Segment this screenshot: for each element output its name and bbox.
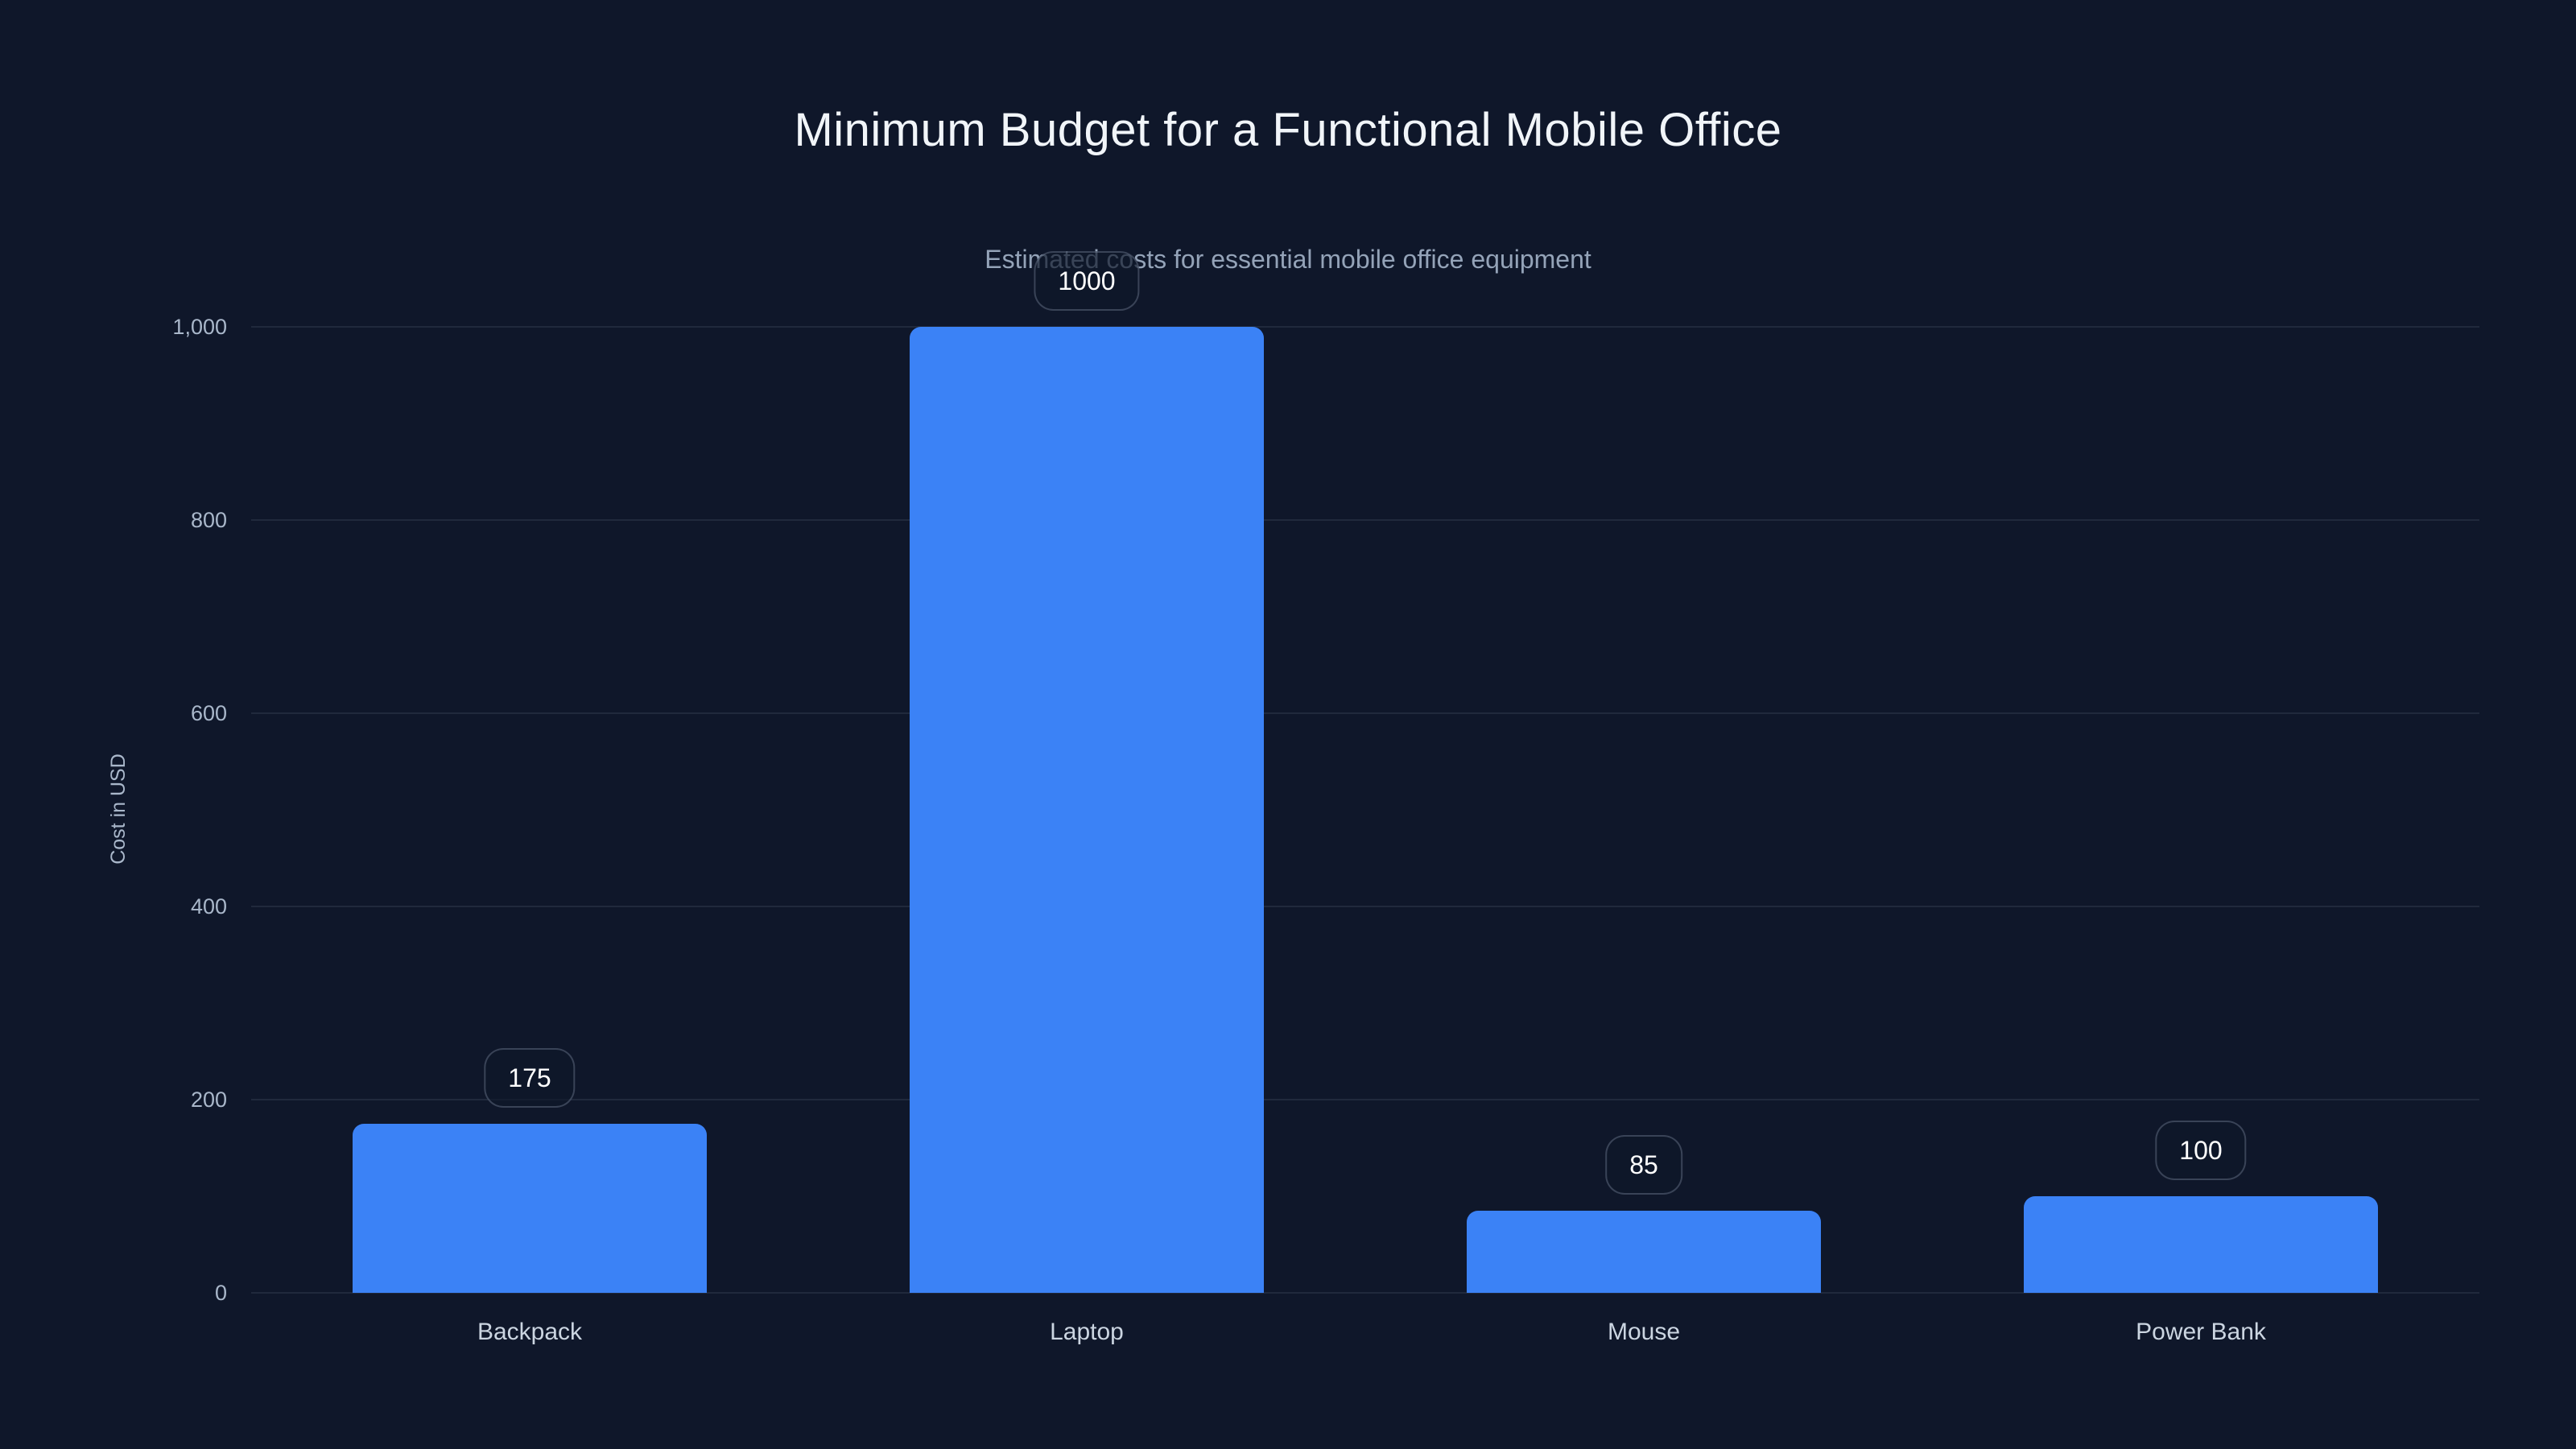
- value-label-mouse: 85: [1605, 1135, 1682, 1195]
- category-label-backpack: Backpack: [477, 1319, 583, 1345]
- gridline-400: [251, 906, 2479, 907]
- y-tick-label-600: 600: [190, 701, 227, 725]
- value-label-power-bank: 100: [2155, 1121, 2247, 1180]
- category-label-laptop: Laptop: [1050, 1319, 1124, 1345]
- gridline-800: [251, 519, 2479, 521]
- gridline-600: [251, 712, 2479, 714]
- bar-mouse[interactable]: [1467, 1211, 1821, 1293]
- category-label-power-bank: Power Bank: [2136, 1319, 2266, 1345]
- gridline-0: [251, 1292, 2479, 1294]
- gridline-1000: [251, 326, 2479, 328]
- bar-backpack[interactable]: [353, 1124, 707, 1293]
- y-tick-label-200: 200: [190, 1088, 227, 1112]
- category-label-mouse: Mouse: [1607, 1319, 1681, 1345]
- y-tick-label-400: 400: [190, 894, 227, 919]
- bar-power-bank[interactable]: [2024, 1196, 2378, 1293]
- value-label-backpack: 175: [484, 1048, 576, 1108]
- y-tick-label-1000: 1,000: [172, 315, 227, 339]
- bar-laptop[interactable]: [910, 327, 1264, 1293]
- y-tick-label-0: 0: [214, 1281, 227, 1305]
- gridline-200: [251, 1099, 2479, 1100]
- y-tick-label-800: 800: [190, 508, 227, 532]
- chart-subtitle: Estimated costs for essential mobile off…: [985, 245, 1591, 274]
- value-label-laptop: 1000: [1034, 251, 1140, 311]
- chart-title: Minimum Budget for a Functional Mobile O…: [794, 104, 1782, 156]
